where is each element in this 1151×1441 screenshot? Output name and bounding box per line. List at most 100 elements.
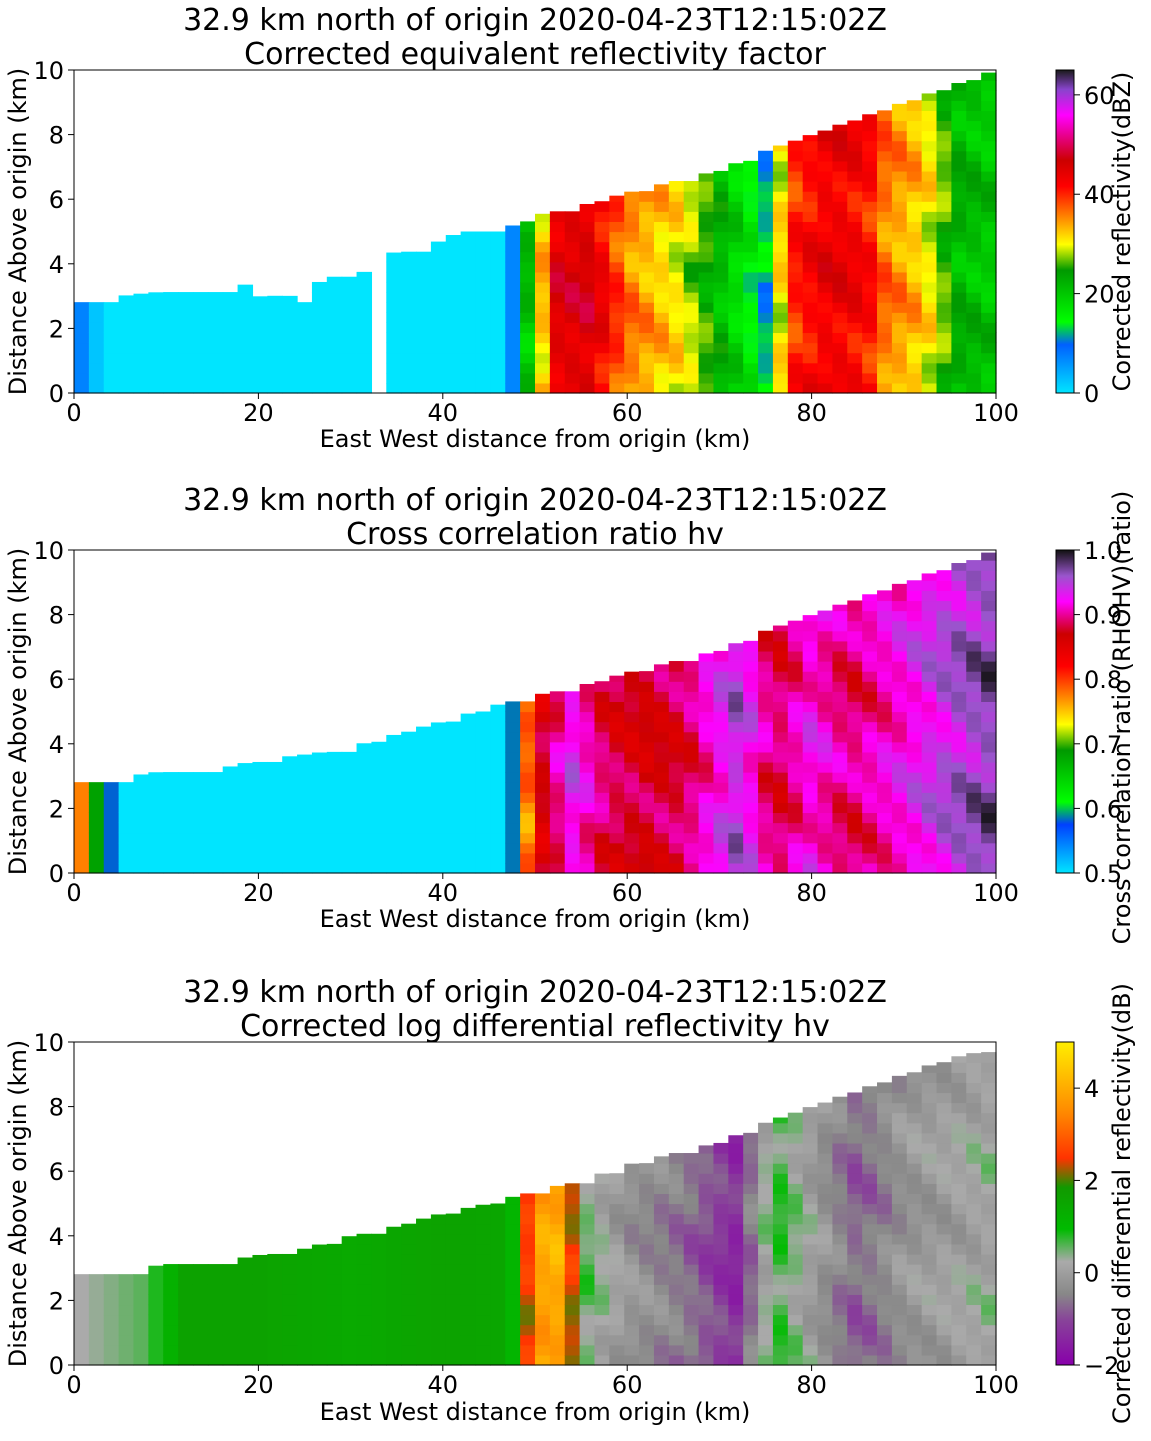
heatmap-cell xyxy=(341,1264,358,1275)
heatmap-cell xyxy=(118,342,135,354)
heatmap-cell xyxy=(163,372,179,384)
x-tick-label: 60 xyxy=(612,879,643,907)
heatmap-cell xyxy=(178,852,194,864)
heatmap-cell xyxy=(951,610,967,622)
heatmap-cell xyxy=(921,1253,938,1265)
heatmap-cell xyxy=(252,382,268,394)
heatmap-cell xyxy=(178,1294,194,1306)
heatmap-cell xyxy=(564,312,581,323)
heatmap-cell xyxy=(802,751,819,763)
heatmap-cell xyxy=(877,150,893,162)
heatmap-cell xyxy=(549,1304,566,1316)
heatmap-cell xyxy=(430,1314,447,1326)
heatmap-cell xyxy=(951,842,967,854)
heatmap-cell xyxy=(252,842,268,854)
heatmap-cell xyxy=(891,802,908,814)
heatmap-cell xyxy=(787,1142,804,1154)
heatmap-cell xyxy=(877,1163,893,1174)
heatmap-cell xyxy=(966,231,982,243)
heatmap-cell xyxy=(490,822,506,834)
heatmap-cell xyxy=(817,1253,834,1265)
heatmap-cell xyxy=(951,1193,967,1205)
heatmap-cell xyxy=(966,1344,982,1356)
heatmap-cell xyxy=(445,251,462,263)
heatmap-cell xyxy=(758,261,774,273)
heatmap-cell xyxy=(698,681,715,692)
heatmap-cell xyxy=(416,782,432,793)
heatmap-cell xyxy=(906,842,923,854)
heatmap-cell xyxy=(594,1213,610,1225)
heatmap-cell xyxy=(639,322,655,334)
heatmap-cell xyxy=(222,1304,239,1316)
heatmap-cell xyxy=(698,372,715,384)
heatmap-cell xyxy=(297,322,313,334)
heatmap-cell xyxy=(743,362,759,374)
heatmap-cell xyxy=(936,1253,952,1265)
heatmap-cell xyxy=(237,302,254,313)
heatmap-cell xyxy=(460,251,477,263)
heatmap-cell xyxy=(877,120,893,132)
heatmap-cell xyxy=(832,352,848,364)
heatmap-cell xyxy=(222,302,239,313)
heatmap-cell xyxy=(311,792,328,803)
heatmap-cell xyxy=(862,1163,878,1174)
heatmap-cell xyxy=(356,792,373,803)
heatmap-cell xyxy=(713,751,729,763)
heatmap-cell xyxy=(951,721,967,733)
heatmap-cell xyxy=(862,681,878,692)
heatmap-cell xyxy=(133,862,149,874)
heatmap-cell xyxy=(921,852,938,864)
heatmap-cell xyxy=(981,332,997,344)
heatmap-cell xyxy=(817,342,834,354)
heatmap-cell xyxy=(386,1226,402,1235)
heatmap-cell xyxy=(981,251,997,263)
heatmap-cell xyxy=(802,620,819,632)
heatmap-cell xyxy=(401,382,417,394)
heatmap-cell xyxy=(163,822,179,834)
heatmap-cell xyxy=(787,302,804,313)
heatmap-cell xyxy=(891,1243,908,1255)
heatmap-cell xyxy=(609,1253,625,1265)
heatmap-cell xyxy=(207,322,224,334)
heatmap-cell xyxy=(951,1344,967,1356)
heatmap-cell xyxy=(921,1072,938,1083)
heatmap-cell xyxy=(981,1163,997,1174)
heatmap-cell xyxy=(430,862,447,874)
heatmap-cell xyxy=(921,302,938,313)
heatmap-cell xyxy=(743,1193,759,1205)
heatmap-cell xyxy=(862,1324,878,1336)
heatmap-cell xyxy=(297,1284,313,1295)
heatmap-cell xyxy=(966,1233,982,1245)
x-tick-label: 20 xyxy=(243,1371,274,1399)
heatmap-cell xyxy=(653,251,670,263)
heatmap-cell xyxy=(639,852,655,864)
heatmap-cell xyxy=(609,1243,625,1255)
heatmap-cell xyxy=(772,1233,789,1245)
heatmap-cell xyxy=(520,812,536,824)
heatmap-cell xyxy=(728,741,744,753)
heatmap-cell xyxy=(371,862,387,874)
heatmap-cell xyxy=(133,352,149,364)
heatmap-cell xyxy=(787,691,804,702)
heatmap-cell xyxy=(832,751,848,763)
heatmap-cell xyxy=(520,1193,536,1205)
heatmap-cell xyxy=(906,150,923,162)
heatmap-cell xyxy=(772,832,789,844)
heatmap-cell xyxy=(282,862,298,874)
heatmap-cell xyxy=(460,713,477,723)
heatmap-cell xyxy=(237,372,254,384)
heatmap-cell xyxy=(668,231,685,243)
heatmap-cell xyxy=(668,181,685,192)
heatmap-cell xyxy=(579,372,596,384)
heatmap-cell xyxy=(891,751,908,763)
heatmap-cell xyxy=(564,1264,581,1275)
heatmap-cell xyxy=(341,1354,358,1366)
heatmap-cell xyxy=(311,1334,328,1346)
heatmap-cell xyxy=(713,711,729,723)
heatmap-cell xyxy=(698,241,715,253)
heatmap-cell xyxy=(609,675,625,682)
heatmap-cell xyxy=(624,241,640,253)
heatmap-cell xyxy=(341,276,358,283)
heatmap-cell xyxy=(877,1233,893,1245)
heatmap-cell xyxy=(891,1075,908,1083)
